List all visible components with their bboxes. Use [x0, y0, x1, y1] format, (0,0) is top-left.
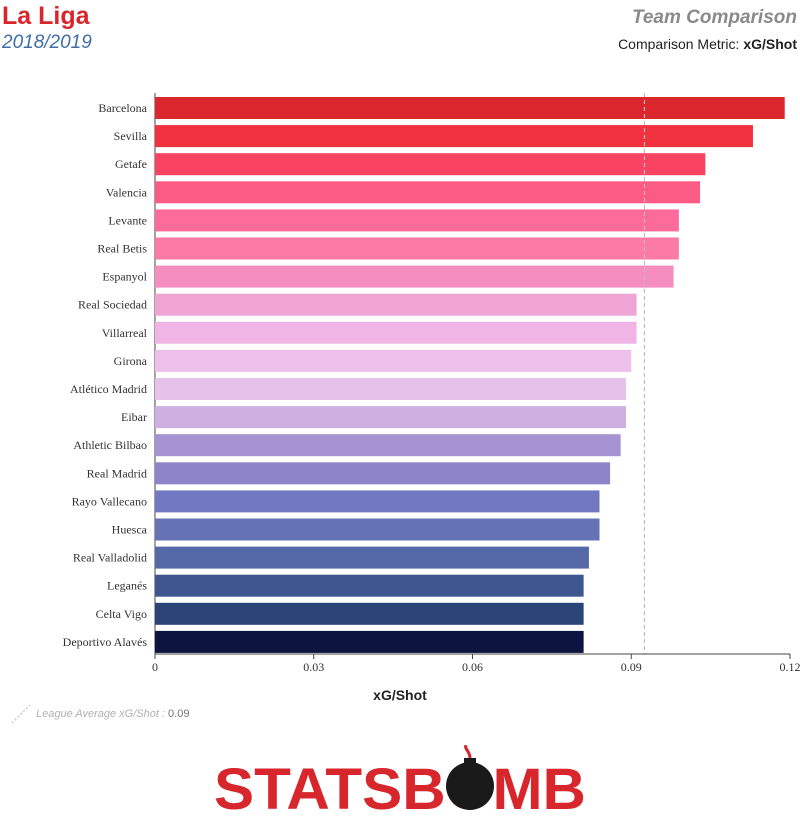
logo-text: STATSBOMB [214, 757, 586, 820]
season-label: 2018/2019 [2, 32, 92, 53]
bar [155, 209, 679, 232]
bar [155, 434, 621, 457]
comparison-metric: Comparison Metric: xG/Shot [618, 36, 797, 52]
category-label: Leganés [107, 579, 147, 593]
bar [155, 490, 600, 513]
x-tick-label: 0.06 [462, 660, 483, 674]
bar [155, 462, 611, 485]
average-label: League Average xG/Shot : [36, 708, 166, 720]
category-label: Real Madrid [87, 466, 147, 480]
bomb-cap [464, 758, 476, 764]
bomb-fuse [464, 745, 472, 759]
bar [155, 97, 785, 119]
average-value: 0.09 [168, 708, 190, 720]
bar [155, 602, 584, 625]
bar [155, 546, 589, 569]
x-axis-label: xG/Shot [373, 687, 427, 703]
average-legend: League Average xG/Shot : 0.09 [10, 702, 189, 726]
dotted-line-icon [11, 704, 31, 724]
bar [155, 293, 637, 316]
comparison-title: Team Comparison [631, 7, 797, 28]
category-label: Getafe [115, 157, 147, 171]
category-label: Eibar [121, 410, 147, 424]
statsbomb-logo: STATSBOMB [214, 745, 586, 820]
x-tick-label: 0.03 [303, 660, 324, 674]
category-label: Rayo Vallecano [72, 494, 147, 508]
category-label: Atlético Madrid [70, 382, 147, 396]
metric-label: Comparison Metric: [618, 36, 740, 52]
x-tick-label: 0.09 [621, 660, 642, 674]
category-label: Valencia [106, 185, 148, 199]
bar [155, 406, 626, 429]
category-label: Deportivo Alavés [63, 635, 148, 649]
bar [155, 349, 632, 372]
category-label: Girona [114, 354, 148, 368]
bar [155, 378, 626, 400]
league-title: La Liga [2, 2, 90, 30]
category-label: Barcelona [98, 101, 147, 115]
metric-value: xG/Shot [743, 36, 797, 52]
category-label: Celta Vigo [96, 607, 147, 621]
bar [155, 265, 674, 288]
category-label: Real Sociedad [78, 298, 147, 312]
category-label: Huesca [112, 523, 148, 537]
category-label: Villarreal [102, 326, 148, 340]
bar [155, 153, 706, 176]
category-label: Athletic Bilbao [73, 438, 147, 452]
category-label: Real Valladolid [73, 551, 147, 565]
bar [155, 574, 584, 597]
bar [155, 237, 679, 260]
category-label: Espanyol [102, 270, 147, 284]
bomb-icon [446, 762, 494, 810]
category-label: Sevilla [114, 129, 148, 143]
bar [155, 125, 753, 148]
bar [155, 321, 637, 344]
x-tick-label: 0.12 [780, 660, 800, 674]
bar [155, 181, 701, 204]
bar [155, 630, 584, 653]
x-tick-label: 0 [152, 660, 158, 674]
bar [155, 518, 600, 541]
category-label: Levante [108, 213, 147, 227]
category-label: Real Betis [97, 242, 147, 256]
bar-chart: Barcelona Sevilla Getafe Valencia Levante Rea… [63, 93, 800, 703]
